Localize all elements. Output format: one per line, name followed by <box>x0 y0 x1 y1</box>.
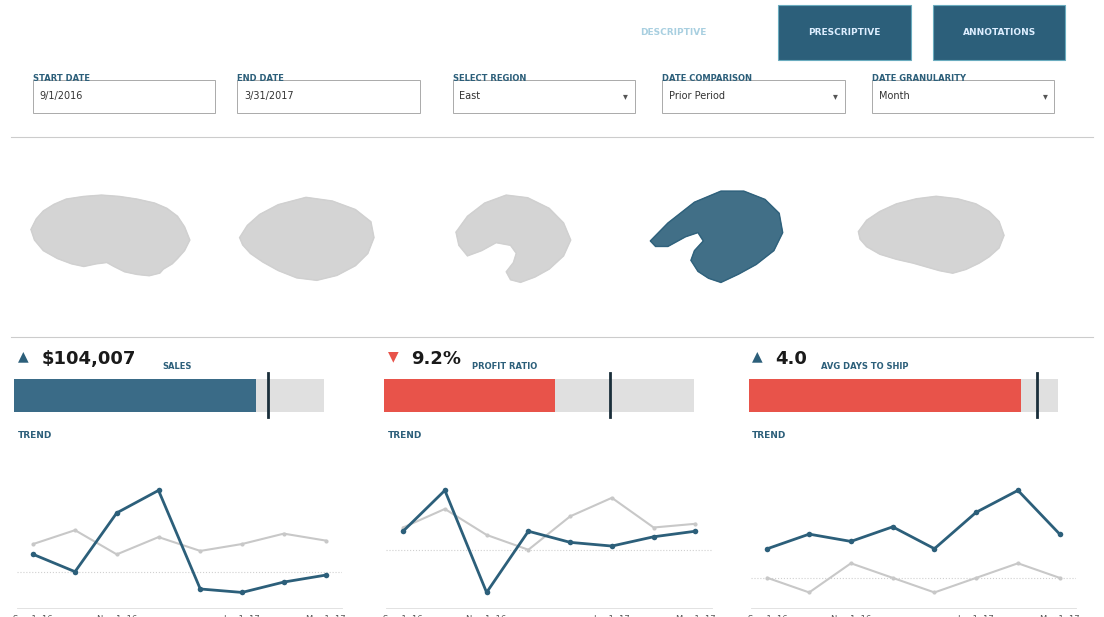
Text: Prior Period: Prior Period <box>669 91 725 101</box>
Text: PRESCRIPTIVE: PRESCRIPTIVE <box>808 28 881 37</box>
Text: DESCRIPTIVE: DESCRIPTIVE <box>640 28 707 37</box>
Text: 3/31/2017: 3/31/2017 <box>244 91 294 101</box>
Text: 9/1/2016: 9/1/2016 <box>40 91 83 101</box>
Text: Super Sample Superstore Dashboard: Super Sample Superstore Dashboard <box>17 22 453 43</box>
Text: DATE GRANULARITY: DATE GRANULARITY <box>872 74 966 83</box>
Polygon shape <box>859 196 1005 273</box>
Polygon shape <box>31 195 190 276</box>
Polygon shape <box>240 197 374 280</box>
Bar <box>872 80 1054 112</box>
Bar <box>933 5 1065 60</box>
Text: PROFIT RATIO: PROFIT RATIO <box>471 362 537 371</box>
Text: 9.2%: 9.2% <box>411 350 461 368</box>
Text: TREND: TREND <box>18 431 52 440</box>
Text: ▲: ▲ <box>18 350 29 363</box>
Text: ▼: ▼ <box>388 350 399 363</box>
Text: Month: Month <box>879 91 910 101</box>
Text: 4.0: 4.0 <box>775 350 807 368</box>
Text: AVG DAYS TO SHIP: AVG DAYS TO SHIP <box>821 362 909 371</box>
Text: DATE COMPARISON: DATE COMPARISON <box>662 74 753 83</box>
Text: SALES: SALES <box>162 362 192 371</box>
Text: ANNOTATIONS: ANNOTATIONS <box>963 28 1036 37</box>
Bar <box>384 379 694 412</box>
Polygon shape <box>456 195 571 283</box>
Bar <box>662 80 845 112</box>
Bar <box>14 379 325 412</box>
Bar <box>749 379 1059 412</box>
Bar <box>33 80 215 112</box>
Bar <box>14 379 256 412</box>
Bar <box>384 379 554 412</box>
Text: ▾: ▾ <box>834 91 838 101</box>
Text: START DATE: START DATE <box>33 74 91 83</box>
Text: ▾: ▾ <box>624 91 628 101</box>
Text: $104,007: $104,007 <box>41 350 136 368</box>
Bar <box>749 379 1021 412</box>
Text: SELECT REGION: SELECT REGION <box>453 74 526 83</box>
Bar <box>778 5 911 60</box>
Polygon shape <box>650 191 783 283</box>
Bar <box>237 80 420 112</box>
Text: TREND: TREND <box>388 431 422 440</box>
Bar <box>453 80 635 112</box>
Text: ▾: ▾ <box>1043 91 1048 101</box>
Text: TREND: TREND <box>752 431 786 440</box>
Text: END DATE: END DATE <box>237 74 284 83</box>
Text: East: East <box>459 91 480 101</box>
Text: ▲: ▲ <box>752 350 763 363</box>
